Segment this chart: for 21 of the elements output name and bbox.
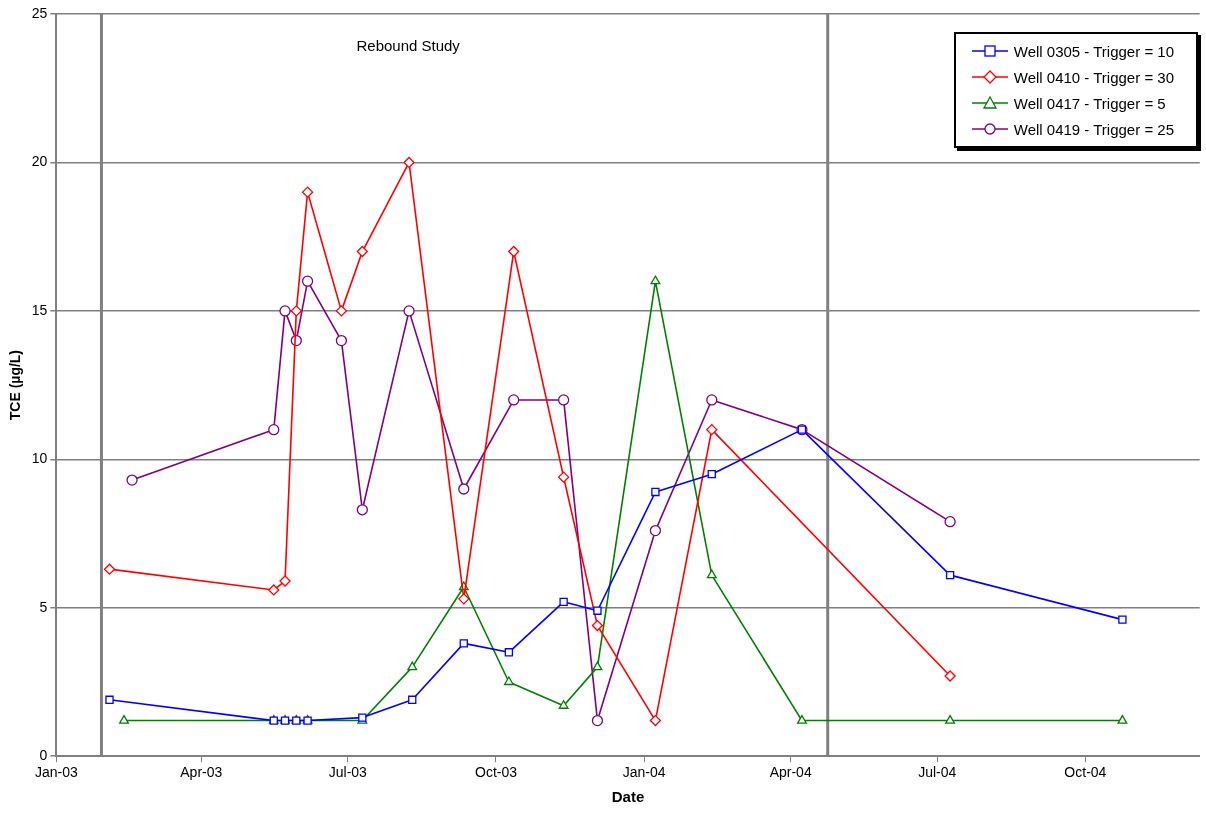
x-tick-label: Oct-04 [1064, 764, 1107, 781]
legend-label: Well 0419 - Trigger = 25 [1013, 120, 1174, 138]
y-tick-label: 15 [31, 301, 48, 318]
x-tick-label: Jul-03 [328, 764, 368, 781]
y-tick-label: 20 [31, 153, 48, 170]
legend-label: Well 0417 - Trigger = 5 [1013, 94, 1166, 112]
legend-label: Well 0410 - Trigger = 30 [1013, 68, 1174, 86]
x-tick-label: Jan-04 [622, 764, 666, 781]
x-axis-title: Date [611, 788, 645, 806]
annotation: Rebound Study [356, 37, 461, 54]
y-tick-label: 25 [31, 4, 48, 21]
y-tick-label: 0 [39, 747, 48, 764]
x-tick-label: Jul-04 [918, 764, 957, 781]
y-axis-title: TCE (µg/L) [7, 349, 24, 421]
x-tick-label: Jan-03 [34, 764, 78, 781]
x-tick-label: Apr-04 [769, 764, 812, 781]
y-tick-label: 5 [39, 598, 48, 615]
x-tick-label: Apr-03 [180, 764, 223, 781]
y-tick-label: 10 [31, 450, 48, 467]
legend-label: Well 0305 - Trigger = 10 [1013, 42, 1174, 60]
x-tick-label: Oct-03 [474, 764, 518, 781]
